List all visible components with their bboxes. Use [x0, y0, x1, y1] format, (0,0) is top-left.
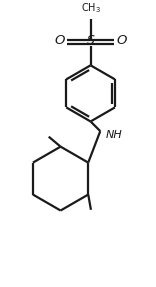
Text: S: S [87, 34, 95, 47]
Text: O: O [54, 34, 65, 47]
Text: O: O [116, 34, 127, 47]
Text: NH: NH [106, 130, 123, 140]
Text: CH$_3$: CH$_3$ [81, 1, 101, 15]
